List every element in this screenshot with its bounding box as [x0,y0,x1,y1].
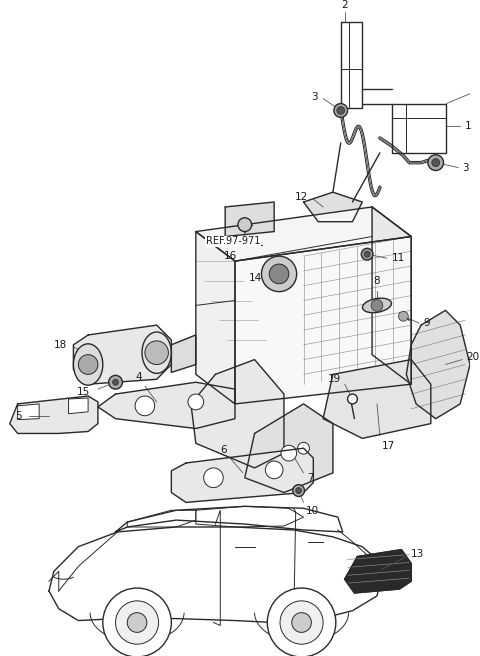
Polygon shape [191,359,284,468]
Circle shape [269,264,289,284]
Circle shape [280,601,323,644]
Circle shape [113,379,119,385]
Text: 12: 12 [295,192,309,202]
Polygon shape [196,207,411,261]
Circle shape [398,312,408,321]
Text: 16: 16 [224,251,237,261]
Text: 8: 8 [373,276,380,286]
Circle shape [262,256,297,292]
Text: 2: 2 [341,0,348,10]
Text: 6: 6 [220,445,227,455]
Text: 1: 1 [465,121,472,131]
Text: 18: 18 [53,340,67,350]
Text: 3: 3 [462,163,469,173]
Circle shape [267,588,336,656]
Text: 17: 17 [382,441,395,451]
Circle shape [296,487,301,493]
Circle shape [293,485,304,497]
Text: 7: 7 [308,473,314,483]
Text: 11: 11 [392,253,405,263]
Polygon shape [407,310,470,419]
Circle shape [108,375,122,389]
Circle shape [103,588,171,656]
Polygon shape [69,398,88,414]
Polygon shape [98,382,235,428]
Polygon shape [341,22,362,108]
Circle shape [135,396,155,416]
Circle shape [428,155,444,171]
Circle shape [432,159,440,167]
Circle shape [371,300,383,312]
Polygon shape [392,104,446,153]
Ellipse shape [73,344,103,385]
Text: 19: 19 [327,375,341,384]
Text: 5: 5 [15,411,22,420]
Circle shape [78,355,98,375]
Text: 14: 14 [249,273,263,283]
Circle shape [334,104,348,117]
Circle shape [281,445,297,461]
Polygon shape [372,207,411,384]
Circle shape [361,249,373,260]
Text: 3: 3 [312,92,318,102]
Polygon shape [171,335,196,373]
Circle shape [204,468,223,487]
Circle shape [238,218,252,232]
Circle shape [298,442,310,454]
Ellipse shape [142,332,171,373]
Text: 15: 15 [77,387,90,397]
Polygon shape [196,232,235,404]
Circle shape [145,341,168,365]
Polygon shape [171,448,313,502]
Circle shape [337,106,345,114]
Circle shape [364,251,370,257]
Text: 13: 13 [411,548,424,559]
Polygon shape [18,404,39,420]
Polygon shape [235,237,411,404]
Polygon shape [303,192,362,222]
Ellipse shape [362,298,392,313]
Text: REF.97-971: REF.97-971 [206,236,260,247]
Circle shape [188,394,204,410]
Circle shape [127,613,147,632]
Polygon shape [245,404,333,493]
Polygon shape [323,359,431,438]
Circle shape [265,461,283,479]
Polygon shape [345,550,411,593]
Polygon shape [73,325,171,384]
Text: 10: 10 [305,506,319,516]
Text: 4: 4 [136,372,143,382]
Circle shape [348,394,358,404]
Circle shape [292,613,312,632]
Text: 20: 20 [466,352,479,361]
Polygon shape [10,396,98,434]
Text: 9: 9 [423,318,430,328]
Circle shape [116,601,158,644]
Polygon shape [225,202,274,237]
